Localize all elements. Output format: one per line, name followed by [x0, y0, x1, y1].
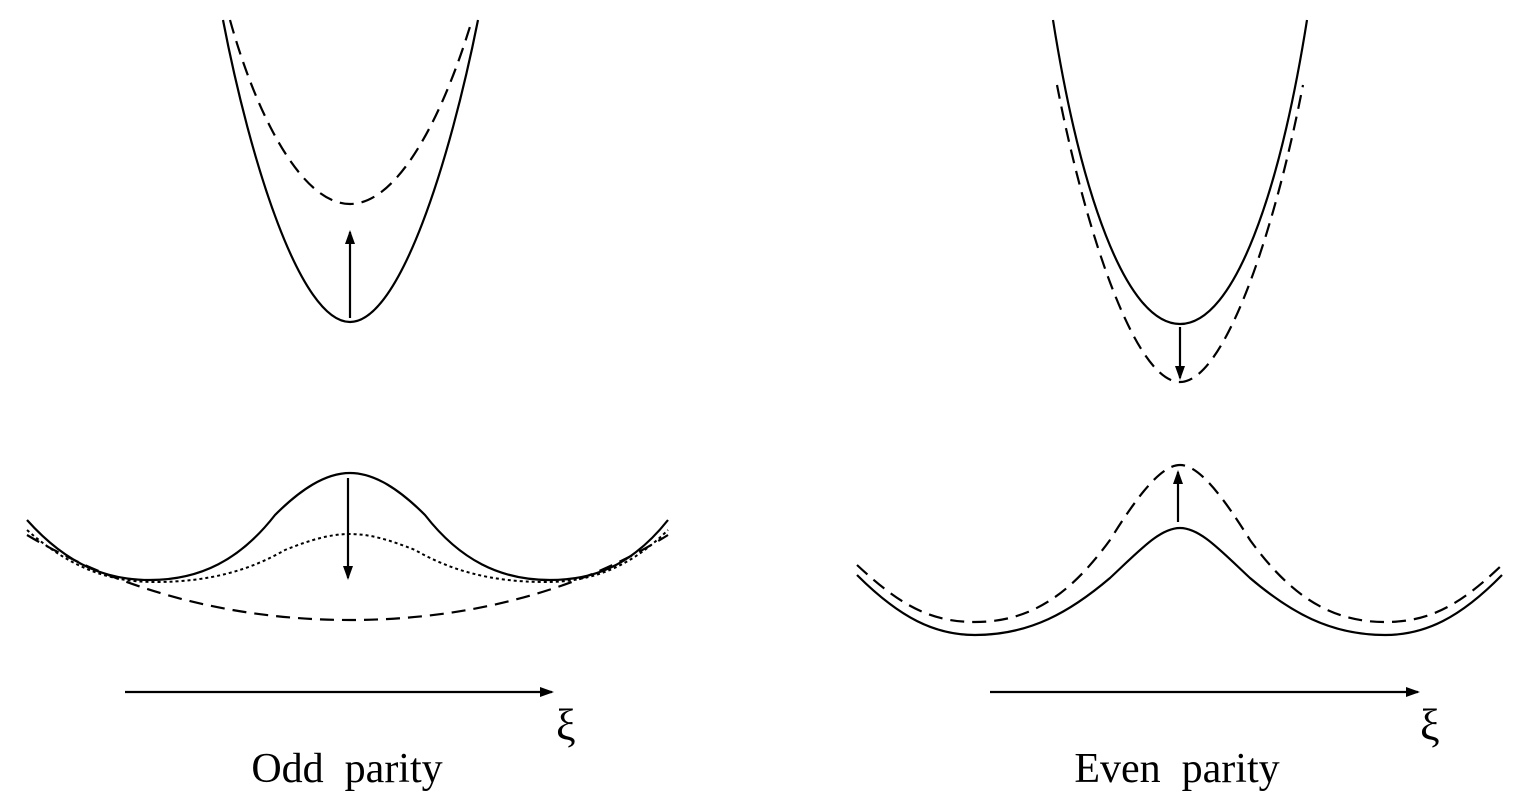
even-parity-panel: ξ Even parity	[856, 19, 1503, 792]
odd-lower-solid-curve	[26, 471, 669, 582]
odd-upper-dashed-curve	[228, 19, 474, 206]
even-lower-dashed-curve	[856, 463, 1503, 624]
even-xi-axis-label: ξ	[1420, 701, 1440, 750]
even-lower-solid-curve	[856, 526, 1503, 637]
odd-parity-caption: Odd parity	[251, 746, 442, 792]
odd-upper-solid-curve	[221, 19, 480, 324]
even-upper-solid-curve	[1051, 19, 1309, 326]
odd-parity-panel: ξ Odd parity	[26, 19, 669, 792]
odd-lower-dotted-curve	[26, 529, 669, 584]
odd-lower-dashed-curve	[26, 534, 669, 622]
even-upper-dashed-curve	[1055, 84, 1305, 384]
odd-xi-axis-label: ξ	[556, 701, 576, 750]
even-parity-caption: Even parity	[1074, 746, 1279, 792]
